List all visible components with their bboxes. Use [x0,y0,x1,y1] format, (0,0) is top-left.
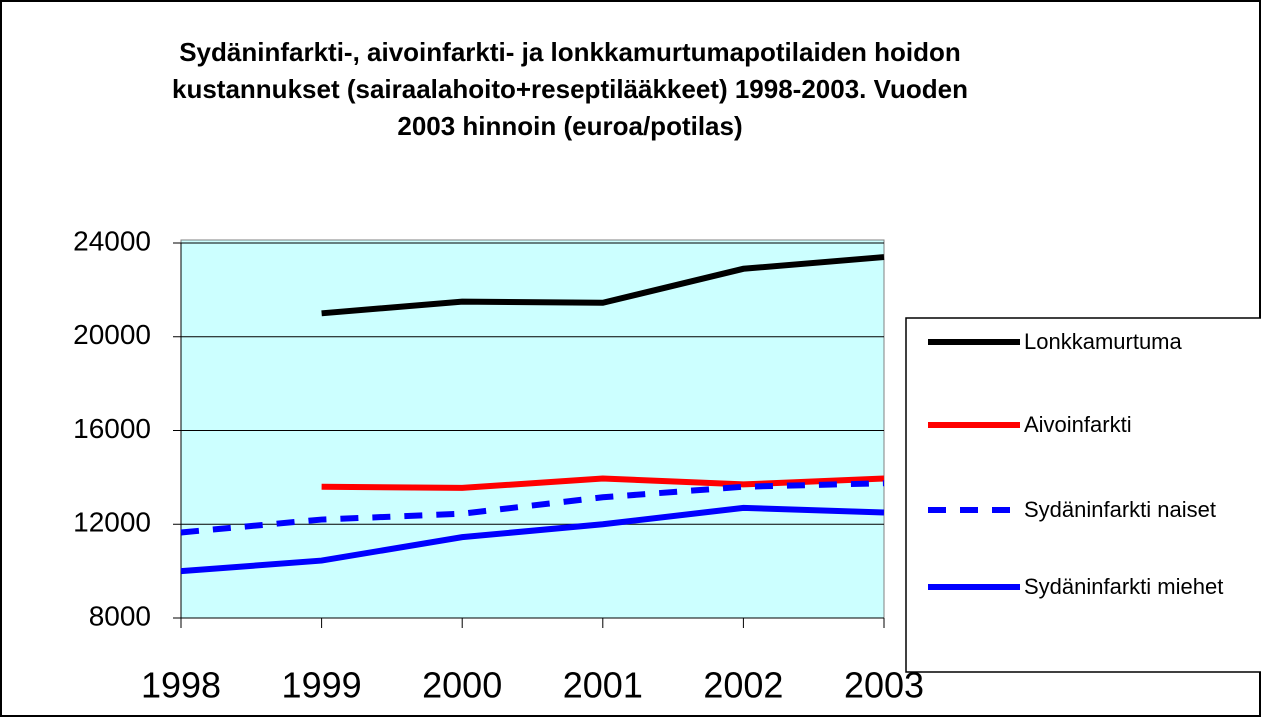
legend-label: Sydäninfarkti miehet [1024,574,1224,599]
x-tick-label: 2000 [422,665,502,706]
legend-label: Lonkkamurtuma [1024,329,1182,354]
y-tick-label: 16000 [73,413,151,444]
chart-title: Sydäninfarkti-, aivoinfarkti- ja lonkkam… [172,37,968,141]
y-tick-label: 8000 [89,600,151,631]
series-line [321,254,885,317]
x-tick-label: 1999 [282,665,362,706]
legend-box [905,317,1261,673]
x-tick-label: 2003 [844,665,924,706]
legend-label: Aivoinfarkti [1024,412,1132,437]
legend-label: Sydäninfarkti naiset [1024,497,1216,522]
x-tick-label: 1998 [141,665,221,706]
x-tick-label: 2001 [563,665,643,706]
y-tick-label: 12000 [73,507,151,538]
y-tick-label: 24000 [73,225,151,256]
series-line [321,475,885,491]
series-line [180,504,885,575]
y-tick-label: 20000 [73,319,151,350]
series-line [180,480,885,536]
x-tick-label: 2002 [703,665,783,706]
